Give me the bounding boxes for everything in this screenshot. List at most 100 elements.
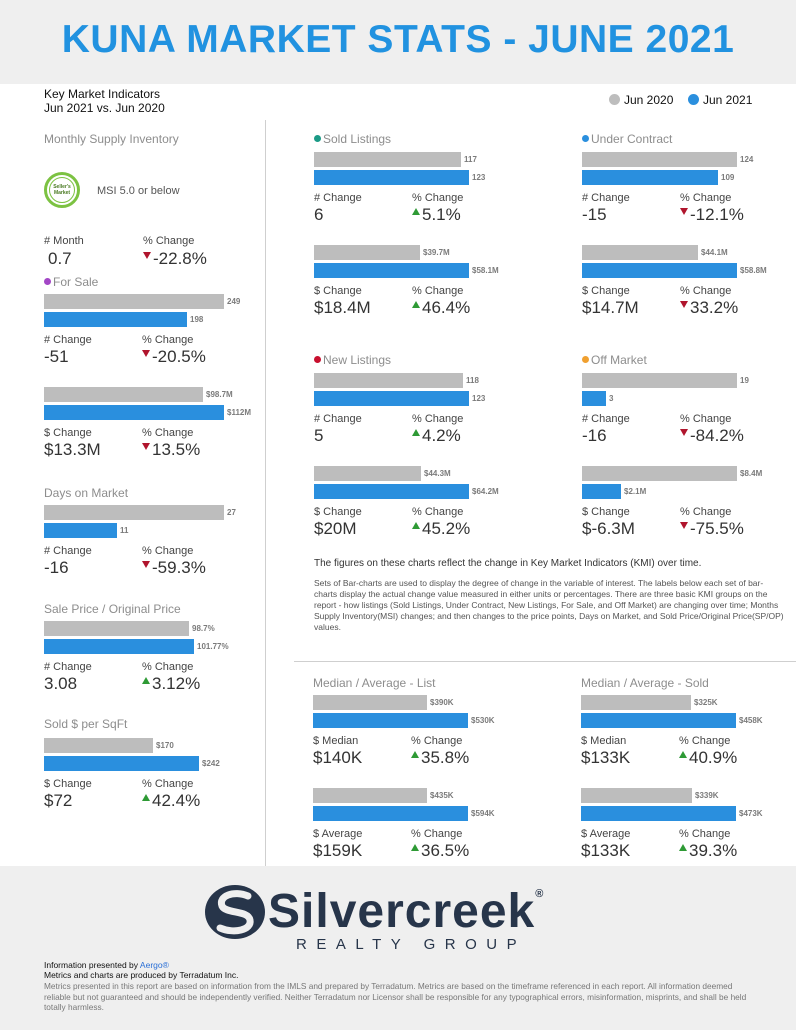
spop-bar-curr-label: 101.77% bbox=[197, 642, 229, 651]
list-average-pct-text: 36.5% bbox=[421, 841, 470, 860]
off-count-trend-down-icon bbox=[680, 429, 688, 436]
off-count-pct-text: -84.2% bbox=[690, 426, 744, 445]
sqft-pct-text: 42.4% bbox=[152, 791, 201, 810]
sqft-pct-label: % Change bbox=[142, 778, 194, 790]
list-price-title-text: Median / Average - List bbox=[313, 676, 436, 690]
for-sale-dollar-bar-curr bbox=[44, 405, 224, 420]
kmi-description: Sets of Bar-charts are used to display t… bbox=[314, 578, 784, 632]
sold-price-title: Median / Average - Sold bbox=[581, 676, 709, 690]
new-dollar-bar-curr bbox=[314, 484, 469, 499]
off-dollar-bar-prev bbox=[582, 466, 737, 481]
list-median-change-label: $ Median bbox=[313, 735, 359, 747]
list-average-bar-curr-label: $594K bbox=[471, 809, 495, 818]
uc-count-bar-curr-label: 109 bbox=[721, 173, 735, 182]
for-sale-count-pct-text: -20.5% bbox=[152, 347, 206, 366]
new-listings-title-dot bbox=[314, 356, 321, 363]
sold-average-pct-text: 39.3% bbox=[689, 841, 738, 860]
msi-pct-text: -22.8% bbox=[153, 249, 207, 268]
msi-month-value: 0.7 bbox=[48, 249, 72, 268]
new-count-pct-value: 4.2% bbox=[412, 426, 461, 446]
dom-trend-down-icon bbox=[142, 561, 150, 568]
sold-price-title-text: Median / Average - Sold bbox=[581, 676, 709, 690]
off-count-pct-value: -84.2% bbox=[680, 426, 744, 446]
spop-bar-prev bbox=[44, 621, 189, 636]
sold-median-pct-label: % Change bbox=[679, 735, 731, 747]
dom-pct-label: % Change bbox=[142, 545, 194, 557]
sold-dollar-change-label: $ Change bbox=[314, 285, 362, 297]
sold-dollar-bar-prev-label: $39.7M bbox=[423, 248, 450, 257]
sqft-trend-up-icon bbox=[142, 794, 150, 801]
under-contract-title: Under Contract bbox=[582, 132, 672, 146]
list-median-pct-value: 35.8% bbox=[411, 748, 469, 768]
legend-curr-label: Jun 2021 bbox=[703, 93, 753, 107]
sold-count-bar-curr bbox=[314, 170, 469, 185]
list-average-bar-prev bbox=[313, 788, 427, 803]
legend-curr-swatch bbox=[688, 94, 699, 105]
spop-pct-text: 3.12% bbox=[152, 674, 201, 693]
dom-bar-curr bbox=[44, 523, 117, 538]
off-dollar-pct-value: -75.5% bbox=[680, 519, 744, 539]
list-median-change-value: $140K bbox=[313, 748, 363, 767]
list-median-bar-curr bbox=[313, 713, 468, 728]
new-count-bar-prev-label: 118 bbox=[466, 376, 479, 385]
sold-median-pct-value: 40.9% bbox=[679, 748, 737, 768]
sold-median-bar-prev-label: $325K bbox=[694, 698, 718, 707]
new-count-pct-text: 4.2% bbox=[422, 426, 461, 445]
sold-dollar-bar-curr bbox=[314, 263, 469, 278]
sold-median-pct-text: 40.9% bbox=[689, 748, 738, 767]
new-dollar-bar-prev-label: $44.3M bbox=[424, 469, 451, 478]
msi-badge-caption: MSI 5.0 or below bbox=[97, 185, 180, 197]
for-sale-dollar-bar-curr-label: $112M bbox=[227, 408, 252, 417]
list-median-bar-prev bbox=[313, 695, 427, 710]
header-period: Jun 2021 vs. Jun 2020 bbox=[44, 101, 165, 115]
new-dollar-change-value: $20M bbox=[314, 519, 357, 538]
off-count-bar-prev bbox=[582, 373, 737, 388]
sold-average-bar-curr bbox=[581, 806, 736, 821]
off-dollar-change-label: $ Change bbox=[582, 506, 630, 518]
for-sale-count-bar-prev bbox=[44, 294, 224, 309]
spop-change-label: # Change bbox=[44, 661, 92, 673]
sold-dollar-change-value: $18.4M bbox=[314, 298, 371, 317]
footer-disclaimer: Metrics presented in this report are bas… bbox=[44, 981, 747, 1012]
new-listings-title-text: New Listings bbox=[323, 353, 392, 367]
dom-change-value: -16 bbox=[44, 558, 69, 577]
aergo-link[interactable]: Aergo® bbox=[139, 960, 169, 970]
logo-registered: ® bbox=[535, 888, 545, 900]
new-count-bar-prev bbox=[314, 373, 463, 388]
uc-count-pct-value: -12.1% bbox=[680, 205, 744, 225]
sold-average-pct-value: 39.3% bbox=[679, 841, 737, 861]
spop-title: Sale Price / Original Price bbox=[44, 602, 181, 616]
for-sale-count-bar-curr bbox=[44, 312, 187, 327]
footer-presented-text: Information presented by bbox=[44, 960, 140, 970]
footer-presented: Information presented by Aergo® bbox=[44, 960, 169, 970]
list-median-bar-prev-label: $390K bbox=[430, 698, 454, 707]
uc-dollar-bar-curr bbox=[582, 263, 737, 278]
for-sale-count-change-label: # Change bbox=[44, 334, 92, 346]
uc-count-bar-curr bbox=[582, 170, 718, 185]
dom-change-label: # Change bbox=[44, 545, 92, 557]
for-sale-title-text: For Sale bbox=[53, 275, 99, 289]
sold-count-trend-up-icon bbox=[412, 208, 420, 215]
sold-dollar-pct-text: 46.4% bbox=[422, 298, 471, 317]
uc-dollar-pct-text: 33.2% bbox=[690, 298, 739, 317]
legend-curr: Jun 2021 bbox=[688, 93, 752, 107]
sold-median-trend-up-icon bbox=[679, 751, 687, 758]
for-sale-count-trend-down-icon bbox=[142, 350, 150, 357]
uc-dollar-pct-value: 33.2% bbox=[680, 298, 738, 318]
for-sale-dollar-pct-text: 13.5% bbox=[152, 440, 201, 459]
sqft-change-value: $72 bbox=[44, 791, 73, 810]
uc-count-change-value: -15 bbox=[582, 205, 607, 224]
sellers-market-badge-text: Seller's Market bbox=[49, 177, 75, 203]
dom-bar-curr-label: 11 bbox=[120, 526, 129, 535]
sold-count-pct-value: 5.1% bbox=[412, 205, 461, 225]
sold-average-change-label: $ Average bbox=[581, 828, 631, 840]
for-sale-count-pct-value: -20.5% bbox=[142, 347, 206, 367]
for-sale-count-change-value: -51 bbox=[44, 347, 69, 366]
new-count-trend-up-icon bbox=[412, 429, 420, 436]
off-market-title-dot bbox=[582, 356, 589, 363]
spop-bar-prev-label: 98.7% bbox=[192, 624, 215, 633]
for-sale-dollar-change-label: $ Change bbox=[44, 427, 92, 439]
sold-count-pct-text: 5.1% bbox=[422, 205, 461, 224]
page-title: KUNA MARKET STATS - JUNE 2021 bbox=[61, 18, 735, 61]
silvercreek-logo-icon bbox=[205, 885, 265, 939]
